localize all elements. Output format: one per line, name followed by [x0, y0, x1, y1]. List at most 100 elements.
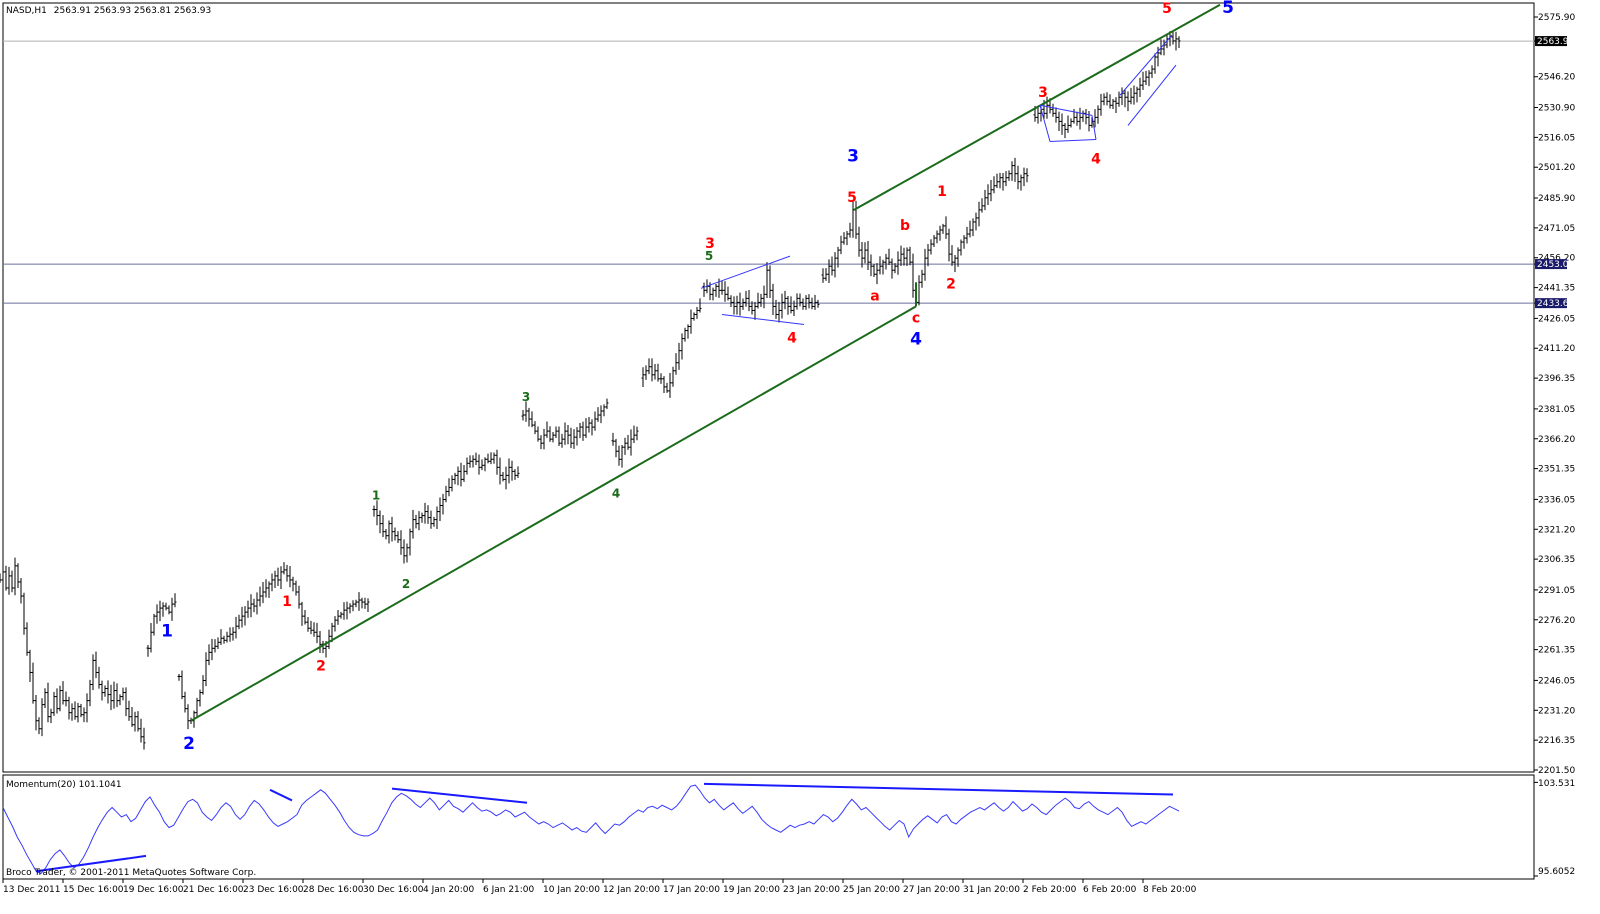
price-tick-label: 2453.05 [1537, 260, 1574, 270]
price-bar [786, 296, 790, 315]
price-bar [798, 293, 802, 307]
price-bar [1036, 105, 1040, 124]
price-bar [702, 282, 706, 297]
price-bar [878, 256, 882, 275]
price-bar [881, 259, 885, 275]
price-tick-label: 2501.20 [1538, 163, 1575, 173]
price-bar [686, 324, 690, 339]
price-bar [291, 576, 295, 592]
price-bar [124, 687, 128, 717]
price-bar [1066, 115, 1070, 133]
time-tick-label: 21 Dec 16:00 [183, 885, 244, 895]
price-bar [1063, 123, 1067, 139]
price-bar [28, 649, 32, 683]
price-bar [807, 294, 811, 309]
wave-label-red: a [870, 288, 879, 304]
time-tick-label: 2 Feb 20:00 [1023, 885, 1077, 895]
price-bar [729, 295, 733, 308]
wave-label-red: 1 [937, 184, 947, 200]
price-bar [1013, 157, 1017, 182]
price-bar [735, 295, 739, 315]
price-bar [474, 452, 478, 466]
price-bar [426, 505, 430, 524]
price-bar [753, 301, 757, 320]
price-bar [680, 333, 684, 360]
price-bar [563, 422, 567, 445]
price-bar [726, 286, 730, 301]
price-bar [804, 295, 808, 310]
price-bar [1007, 170, 1011, 181]
price-bar [747, 289, 751, 312]
price-bar [13, 557, 17, 596]
wave-label-green: 1 [372, 488, 380, 502]
price-bar [977, 201, 981, 227]
price-bar [845, 230, 849, 246]
price-bar [405, 543, 409, 563]
wave-label-blue: 1 [161, 621, 173, 641]
price-bar [971, 218, 975, 237]
pattern-line [721, 313, 805, 326]
time-tick-label: 17 Jan 20:00 [663, 885, 720, 895]
price-bar [468, 455, 472, 468]
price-bar [161, 602, 165, 617]
price-bar [908, 246, 912, 266]
price-bar [492, 452, 496, 464]
price-bar [438, 497, 442, 522]
price-bar [723, 281, 727, 302]
price-bar [315, 622, 319, 644]
price-bar [432, 516, 436, 527]
price-bar [261, 582, 265, 604]
price-bar [240, 606, 244, 628]
price-bar [771, 283, 775, 315]
price-bar [486, 453, 490, 464]
price-tick-label: 2321.20 [1538, 525, 1575, 535]
price-tick-label: 2530.90 [1538, 104, 1575, 114]
price-bar [252, 598, 256, 613]
price-bar [905, 247, 909, 267]
price-tick-label: 2471.05 [1538, 224, 1575, 234]
price-bar [282, 562, 286, 575]
price-bar [998, 172, 1002, 189]
price-bar [1019, 174, 1023, 191]
price-bar [136, 711, 140, 732]
price-bar [378, 510, 382, 534]
price-bar [507, 458, 511, 484]
wave-label-red: 3 [705, 236, 715, 252]
price-bar [88, 679, 92, 707]
price-bar [342, 602, 346, 620]
price-tick-label: 2516.05 [1538, 133, 1575, 143]
price-bar [968, 220, 972, 238]
price-bars [0, 30, 1181, 750]
price-bar [303, 609, 307, 625]
price-bar [554, 426, 558, 439]
price-bar [170, 597, 174, 621]
price-bar [82, 707, 86, 723]
price-bar [34, 695, 38, 731]
price-bar [25, 622, 29, 656]
price-bar [762, 285, 766, 309]
price-marker [1535, 298, 1567, 309]
price-bar [890, 258, 894, 279]
price-bar [816, 299, 820, 308]
price-bar [929, 239, 933, 255]
wave-patterns [700, 34, 1177, 326]
price-bar [1174, 31, 1178, 51]
price-bar [860, 242, 864, 268]
price-bar [115, 683, 119, 708]
pattern-line [1039, 105, 1051, 142]
price-tick-label: 2351.35 [1538, 465, 1575, 475]
price-bar [741, 298, 745, 310]
price-bar [501, 472, 505, 482]
time-tick-label: 4 Jan 20:00 [423, 885, 475, 895]
price-bar [530, 411, 534, 428]
price-bar [750, 301, 754, 315]
price-bar [348, 603, 352, 614]
price-bar [1075, 111, 1079, 126]
ohlc-values: 2563.91 2563.93 2563.81 2563.93 [54, 6, 211, 16]
price-tick-label: 2575.90 [1538, 13, 1575, 23]
price-bar [504, 466, 508, 490]
time-tick-label: 13 Dec 2011 [3, 885, 61, 895]
price-bar [896, 251, 900, 275]
price-bar [375, 500, 379, 526]
